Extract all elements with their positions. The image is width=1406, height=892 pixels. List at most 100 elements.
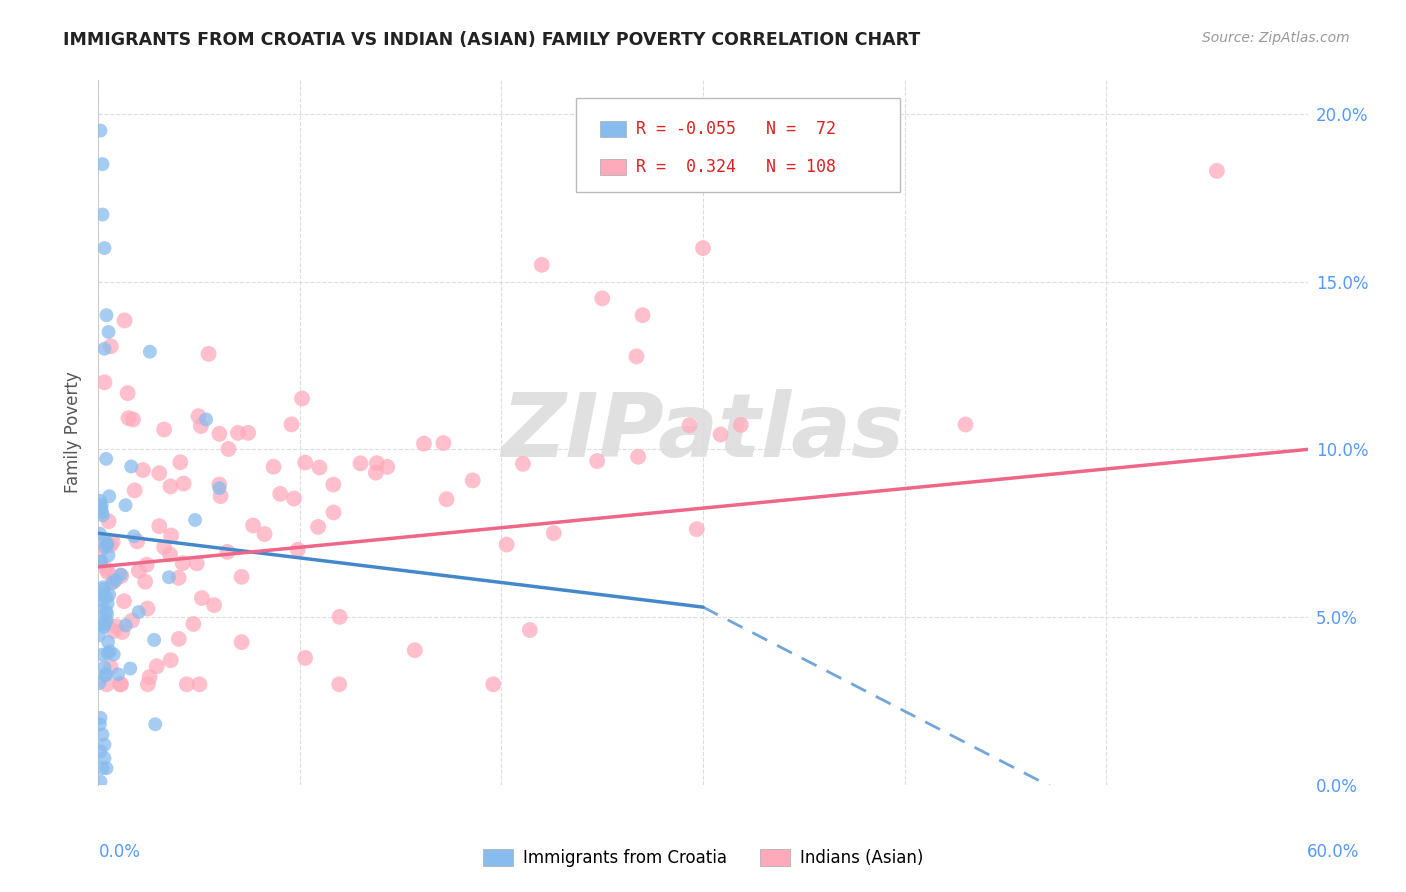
Point [94,668,117,682]
Point [122,412,145,426]
Y-axis label: Family Poverty: Family Poverty [65,372,83,493]
Point [96,591,118,605]
Point [91,505,114,519]
Text: IMMIGRANTS FROM CROATIA VS INDIAN (ASIAN) FAMILY POVERTY CORRELATION CHART: IMMIGRANTS FROM CROATIA VS INDIAN (ASIAN… [63,31,921,49]
Point [461,474,484,488]
Point [366,456,388,470]
Point [627,450,650,464]
Text: ZIPatlas: ZIPatlas [502,389,904,476]
Point [242,518,264,533]
Point [105,619,128,633]
Point [188,677,211,691]
Point [128,605,150,619]
Point [184,513,207,527]
Point [678,418,700,433]
Point [91,580,114,594]
Point [153,540,176,554]
Point [120,459,142,474]
Point [93,617,115,632]
Point [101,534,124,549]
Point [103,574,125,589]
Point [91,207,114,221]
Point [143,632,166,647]
Point [90,603,112,617]
Point [136,601,159,615]
Point [626,350,648,364]
Point [97,514,120,528]
Point [100,660,122,674]
Point [96,614,118,628]
Point [93,582,115,597]
Point [89,526,111,541]
Point [87,628,110,642]
Point [124,483,146,498]
Point [96,451,118,466]
Point [218,442,240,456]
Point [586,454,609,468]
Point [96,537,118,551]
Point [209,489,232,503]
Point [115,618,138,632]
Point [238,425,260,440]
Point [132,463,155,477]
Point [197,347,219,361]
Point [90,593,112,607]
Point [631,308,654,322]
Point [512,457,534,471]
Point [96,538,118,552]
Point [692,241,714,255]
Point [93,751,115,765]
Point [89,717,111,731]
Point [114,498,136,512]
Point [89,676,111,690]
Point [169,455,191,469]
Point [686,522,709,536]
Point [93,376,115,390]
Point [231,635,253,649]
Point [253,527,276,541]
Point [120,661,142,675]
Point [96,562,118,576]
Point [1206,164,1229,178]
Point [167,632,190,646]
Text: R = -0.055   N =  72: R = -0.055 N = 72 [636,120,835,138]
Point [146,659,169,673]
Point [96,677,118,691]
Point [138,670,160,684]
Point [91,648,114,662]
Point [93,738,115,752]
Point [90,498,112,512]
Point [108,677,131,691]
Point [159,547,181,561]
Point [97,635,120,649]
Point [90,616,112,631]
Point [91,508,114,523]
Point [101,576,124,591]
Text: 0.0%: 0.0% [98,843,141,861]
Point [495,538,517,552]
Point [139,344,162,359]
Point [159,479,181,493]
Legend: Immigrants from Croatia, Indians (Asian): Immigrants from Croatia, Indians (Asian) [477,843,929,874]
Text: Source: ZipAtlas.com: Source: ZipAtlas.com [1202,31,1350,45]
Point [148,466,170,480]
Point [349,456,371,470]
Point [89,493,111,508]
Point [97,325,120,339]
Point [127,534,149,549]
Point [329,610,352,624]
Point [364,466,387,480]
Point [90,555,112,569]
Point [128,564,150,578]
Point [269,487,291,501]
Point [93,342,115,356]
Point [143,717,166,731]
Point [148,519,170,533]
Point [291,392,314,406]
Point [117,411,139,425]
Point [710,427,733,442]
Point [103,648,125,662]
Point [730,417,752,432]
Point [89,774,111,789]
Point [96,761,118,775]
